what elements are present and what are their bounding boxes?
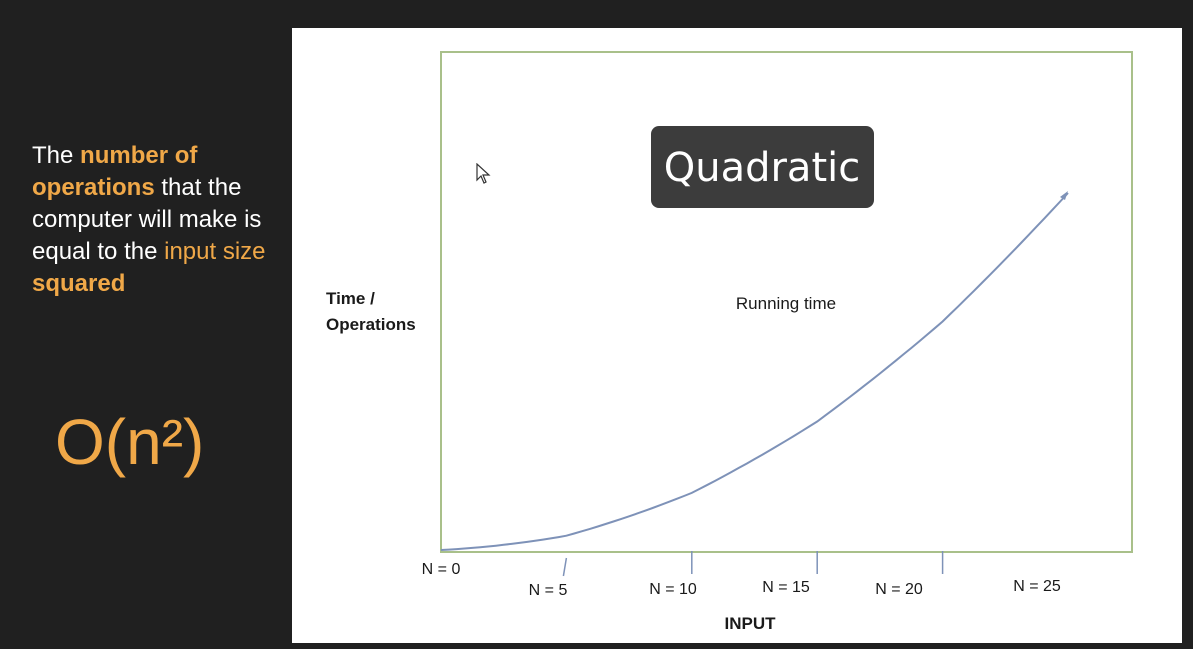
- quadratic-chart: Quadratic Time / Operations Running time…: [326, 51, 1133, 633]
- mouse-cursor-icon: [476, 163, 491, 184]
- y-axis-label-line-1: Time /: [326, 289, 375, 308]
- desc-highlight-squared: squared: [32, 270, 126, 297]
- chart-frame: [440, 51, 1133, 553]
- y-axis-label-line-2: Operations: [326, 315, 416, 334]
- description-text: The number of operations that the comput…: [32, 140, 282, 300]
- series-line-running-time: [440, 192, 1069, 551]
- chart-card: Quadratic Time / Operations Running time…: [292, 28, 1182, 643]
- curve-arrowhead: [1060, 191, 1068, 200]
- big-o-notation: O(n²): [55, 406, 205, 478]
- x-tick-label-0: N = 0: [422, 561, 461, 578]
- chart-title: Quadratic: [664, 145, 860, 191]
- x-tick-label-25: N = 25: [1013, 578, 1061, 595]
- chart-title-box: [651, 126, 874, 208]
- x-tick-5: [562, 557, 568, 577]
- x-tick-labels: N = 0 N = 5 N = 10 N = 15 N = 20 N = 25: [422, 561, 1061, 599]
- x-tick-label-10: N = 10: [649, 581, 697, 598]
- series-label-running-time: Running time: [736, 294, 836, 313]
- x-ticks: [562, 551, 944, 577]
- desc-part-1: The: [32, 142, 81, 169]
- desc-part-3: that the computer will make is equal to …: [32, 174, 262, 265]
- x-axis-label: INPUT: [725, 614, 777, 633]
- desc-highlight-input-size: input size: [164, 238, 266, 265]
- x-tick-label-15: N = 15: [762, 579, 810, 596]
- left-panel: The number of operations that the comput…: [32, 140, 282, 300]
- x-tick-label-5: N = 5: [529, 582, 568, 599]
- desc-highlight-number-of-operations: number of operations: [32, 142, 198, 201]
- x-tick-label-20: N = 20: [875, 581, 923, 598]
